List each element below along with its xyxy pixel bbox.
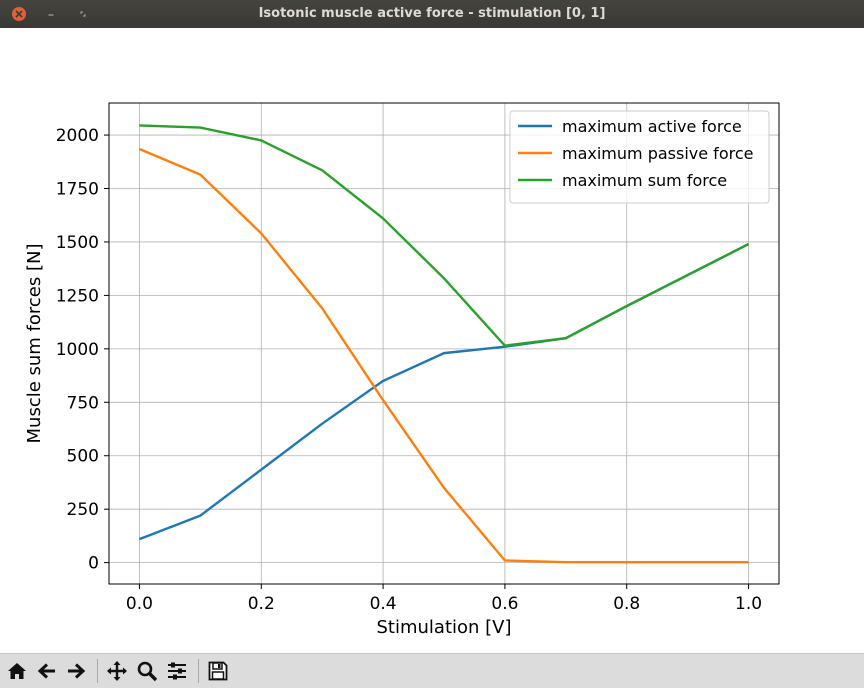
back-button[interactable] [34, 658, 60, 684]
x-tick-label: 0.8 [613, 594, 640, 614]
zoom-button[interactable] [134, 658, 160, 684]
y-tick-label: 2000 [56, 126, 99, 146]
maximize-button[interactable] [76, 7, 90, 21]
legend-label: maximum passive force [562, 144, 753, 163]
minimize-button[interactable] [44, 7, 58, 21]
chart-area: 0.0 0.2 0.4 0.6 0.8 1.0 0 250 500 750 1000 1250 1500… [0, 28, 864, 653]
y-tick-label: 1250 [56, 286, 99, 306]
forward-button[interactable] [63, 658, 89, 684]
y-tick-label: 1750 [56, 180, 99, 200]
x-tick-label: 1.0 [735, 594, 762, 614]
pan-button[interactable] [104, 658, 130, 684]
y-axis-label: Muscle sum forces [N] [24, 244, 45, 444]
back-icon [37, 663, 55, 679]
legend-label: maximum active force [562, 117, 742, 136]
y-tick-label: 500 [67, 447, 99, 467]
y-tick-label: 250 [67, 500, 99, 520]
window-titlebar: Isotonic muscle active force - stimulati… [0, 0, 864, 28]
maximize-icon [80, 11, 86, 17]
series-line [139, 243, 750, 541]
navigation-toolbar [0, 653, 864, 688]
toolbar-separator [97, 659, 98, 683]
x-axis-label: Stimulation [V] [376, 617, 511, 638]
x-tick-label: 0.4 [370, 594, 397, 614]
close-button[interactable] [12, 7, 26, 21]
legend-label: maximum sum force [562, 171, 727, 190]
series-line [138, 147, 749, 564]
x-tick-label: 0.6 [491, 594, 518, 614]
configure-subplots-button[interactable] [164, 658, 190, 684]
home-icon [8, 663, 26, 679]
pan-icon [107, 661, 127, 681]
minimize-icon [48, 14, 54, 16]
y-tick-label: 750 [67, 393, 99, 413]
toolbar-separator [198, 659, 199, 683]
home-button[interactable] [4, 658, 30, 684]
y-tick-label: 0 [88, 554, 99, 574]
close-icon [15, 10, 23, 18]
save-button[interactable] [205, 658, 231, 684]
x-tick-label: 0.2 [248, 594, 275, 614]
plot-frame [108, 102, 780, 585]
legend-box [509, 110, 770, 204]
x-tick-label: 0.0 [126, 594, 153, 614]
zoom-icon [137, 661, 158, 682]
configure-subplots-icon [168, 662, 186, 680]
window-title: Isotonic muscle active force - stimulati… [258, 6, 606, 21]
save-icon [208, 661, 228, 681]
y-tick-label: 1500 [56, 233, 99, 253]
line-chart: 0.0 0.2 0.4 0.6 0.8 1.0 0 250 500 750 1000 1250 1500… [24, 102, 780, 638]
series-line [139, 124, 750, 347]
forward-icon [68, 663, 86, 679]
y-tick-label: 1000 [56, 340, 99, 360]
